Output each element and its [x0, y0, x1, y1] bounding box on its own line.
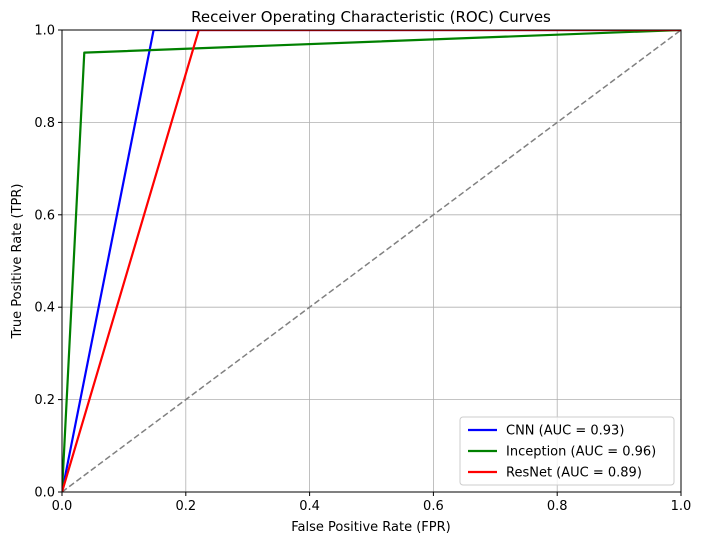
legend-items: CNN (AUC = 0.93) Inception (AUC = 0.96) Re… — [468, 424, 656, 481]
y-tick-label: 0.6 — [34, 208, 55, 223]
y-tick-label: 0.0 — [34, 486, 55, 501]
plot-frame — [61, 29, 682, 493]
reference-diagonal — [61, 29, 682, 493]
y-tick-label: 1.0 — [34, 24, 55, 39]
series-line-2 — [62, 30, 681, 492]
chart-title: Receiver Operating Characteristic (ROC) … — [191, 8, 551, 26]
series-line-1 — [62, 30, 681, 492]
legend-label: Inception (AUC = 0.96) — [506, 445, 656, 460]
legend: CNN (AUC = 0.93) Inception (AUC = 0.96) Re… — [459, 416, 675, 486]
x-axis-label: False Positive Rate (FPR) — [291, 520, 450, 535]
legend-label: ResNet (AUC = 0.89) — [506, 466, 642, 481]
x-tick-label: 0.0 — [52, 499, 73, 514]
x-tick-label: 1.0 — [671, 499, 692, 514]
legend-box — [459, 416, 675, 486]
y-tick-label: 0.4 — [34, 301, 55, 316]
y-tick-label: 0.2 — [34, 393, 55, 408]
series-line-0 — [62, 30, 681, 492]
x-tick-label: 0.8 — [547, 499, 568, 514]
y-axis-ticks: 0.0 0.2 0.4 0.6 0.8 1.0 — [34, 24, 62, 501]
x-axis-ticks: 0.0 0.2 0.4 0.6 0.8 1.0 — [52, 492, 692, 514]
x-tick-label: 0.6 — [423, 499, 444, 514]
y-tick-label: 0.8 — [34, 116, 55, 131]
x-tick-label: 0.2 — [175, 499, 196, 514]
y-axis-label: True Positive Rate (TPR) — [10, 184, 25, 340]
legend-label: CNN (AUC = 0.93) — [506, 424, 624, 439]
chance-diagonal-line — [61, 29, 682, 493]
grid-lines — [61, 29, 682, 493]
series-lines — [62, 30, 681, 492]
x-tick-label: 0.4 — [299, 499, 320, 514]
